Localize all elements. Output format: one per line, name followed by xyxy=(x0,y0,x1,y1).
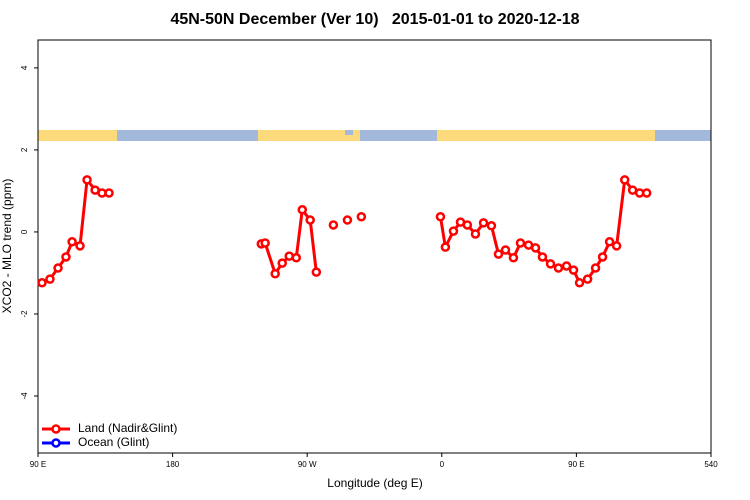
data-point xyxy=(305,215,315,225)
data-point xyxy=(297,205,308,215)
data-point xyxy=(37,278,47,288)
plot-frame xyxy=(37,39,712,454)
data-point xyxy=(619,175,630,185)
data-point xyxy=(478,218,489,228)
data-point xyxy=(537,252,548,262)
data-point xyxy=(291,253,302,263)
y-tick-label: 2 xyxy=(20,147,29,152)
data-point xyxy=(582,274,593,284)
x-tick-label: 90 E xyxy=(568,460,584,469)
y-tick-label: 4 xyxy=(20,65,29,70)
x-tick-label: 90 W xyxy=(298,460,317,469)
data-point xyxy=(604,237,615,247)
data-point xyxy=(530,243,541,253)
data-point xyxy=(104,188,114,198)
data-point xyxy=(611,241,622,251)
data-point xyxy=(61,252,71,262)
legend-marker xyxy=(51,438,61,448)
data-point xyxy=(270,269,280,279)
data-point xyxy=(568,265,579,275)
data-point xyxy=(260,238,270,248)
x-tick-label: 180 xyxy=(166,460,180,469)
data-point xyxy=(448,226,459,236)
data-point xyxy=(574,278,585,288)
data-point xyxy=(500,245,511,255)
x-axis-label: Longitude (deg E) xyxy=(327,476,422,490)
x-tick-label: 540 xyxy=(704,460,718,469)
data-point xyxy=(311,267,322,277)
map-strip xyxy=(38,130,711,141)
data-point xyxy=(561,261,572,271)
data-point xyxy=(553,263,564,273)
legend-label: Ocean (Glint) xyxy=(78,435,149,449)
data-point xyxy=(470,229,481,239)
y-tick-label: -4 xyxy=(20,392,29,400)
data-point xyxy=(641,188,652,198)
data-point xyxy=(486,221,497,231)
data-point xyxy=(67,237,77,247)
data-point xyxy=(435,212,446,222)
data-point xyxy=(493,249,504,259)
legend-label: Land (Nadir&Glint) xyxy=(78,421,177,435)
data-point xyxy=(45,274,55,284)
y-tick-label: -2 xyxy=(20,310,29,318)
data-point xyxy=(75,241,85,251)
x-tick-label: 90 E xyxy=(30,460,46,469)
legend-marker xyxy=(51,424,61,434)
data-point xyxy=(545,259,556,269)
y-tick-label: 0 xyxy=(20,229,29,234)
data-point xyxy=(515,238,526,248)
data-point xyxy=(508,253,519,263)
data-point xyxy=(277,258,287,268)
y-axis-label: XCO2 - MLO trend (ppm) xyxy=(0,179,14,314)
chart-title: 45N-50N December (Ver 10) 2015-01-01 to … xyxy=(170,11,579,28)
x-tick-label: 0 xyxy=(440,460,445,469)
data-point xyxy=(82,175,92,185)
data-point xyxy=(590,263,601,273)
data-point xyxy=(328,220,339,230)
data-point xyxy=(342,215,353,225)
data-point xyxy=(53,263,63,273)
data-point xyxy=(356,212,367,222)
data-point xyxy=(597,252,608,262)
data-point xyxy=(440,242,451,252)
data-point xyxy=(462,220,473,230)
